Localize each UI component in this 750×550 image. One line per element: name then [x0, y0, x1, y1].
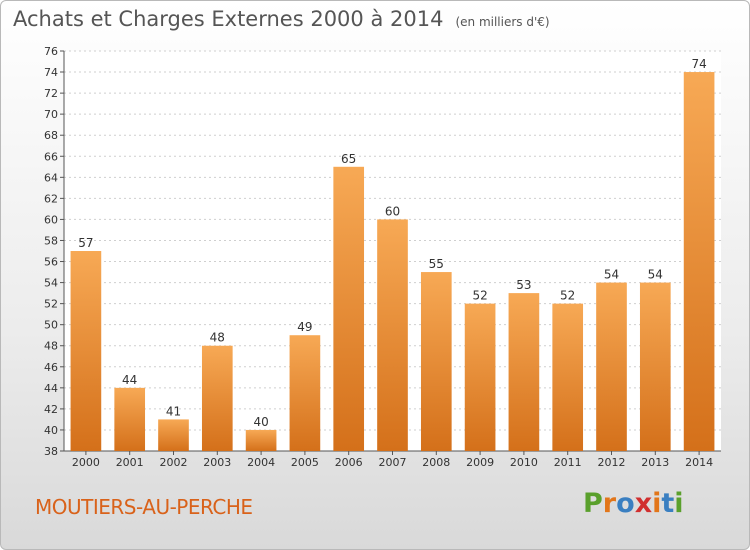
y-tick-label: 58 [44, 234, 58, 247]
x-tick-label: 2004 [247, 456, 275, 469]
bar [114, 387, 146, 451]
y-tick-label: 38 [44, 445, 58, 458]
bar [245, 429, 277, 451]
bar-value-label: 54 [604, 268, 619, 282]
logo-letter: i [674, 488, 684, 519]
x-tick-label: 2000 [72, 456, 100, 469]
y-tick-label: 62 [44, 192, 58, 205]
bar-value-label: 52 [472, 289, 487, 303]
bar [201, 345, 233, 451]
x-tick-label: 2003 [203, 456, 231, 469]
logo-letter: t [661, 488, 675, 519]
bar [464, 303, 496, 451]
bar [333, 166, 365, 451]
y-tick-label: 50 [44, 319, 58, 332]
y-tick-label: 72 [44, 87, 58, 100]
x-tick-label: 2010 [510, 456, 538, 469]
logo-letter: i [652, 488, 662, 519]
y-tick-label: 60 [44, 213, 58, 226]
y-tick-label: 56 [44, 256, 58, 269]
y-tick-label: 52 [44, 298, 58, 311]
bar-value-label: 41 [166, 404, 181, 418]
bar [683, 72, 715, 451]
bar-value-label: 57 [78, 236, 93, 250]
bar [158, 419, 189, 451]
x-tick-label: 2011 [554, 456, 582, 469]
chart-subtitle: (en milliers d'€) [455, 15, 550, 29]
logo-letter: P [583, 488, 603, 519]
logo-letter: r [602, 488, 617, 519]
y-tick-label: 70 [44, 108, 58, 121]
bar-value-label: 54 [648, 268, 663, 282]
bar [377, 219, 408, 451]
logo-letter: x [634, 488, 653, 519]
y-tick-label: 76 [44, 45, 58, 58]
bar [420, 272, 452, 451]
bar-value-label: 52 [560, 289, 575, 303]
proxiti-logo: Proxiti [583, 488, 684, 519]
bar [70, 251, 102, 451]
y-tick-label: 66 [44, 150, 58, 163]
x-tick-label: 2013 [641, 456, 669, 469]
town-name: MOUTIERS-AU-PERCHE [35, 495, 253, 519]
bar-value-label: 65 [341, 152, 356, 166]
y-tick-label: 68 [44, 129, 58, 142]
bar [596, 282, 627, 451]
chart-title-text: Achats et Charges Externes 2000 à 2014 [13, 7, 444, 31]
x-tick-label: 2008 [422, 456, 450, 469]
y-tick-label: 64 [44, 171, 58, 184]
y-tick-label: 44 [44, 382, 58, 395]
x-tick-label: 2009 [466, 456, 494, 469]
bar [508, 293, 540, 451]
y-tick-label: 40 [44, 424, 58, 437]
bar-value-label: 53 [516, 278, 531, 292]
bar-value-label: 60 [385, 204, 400, 218]
chart-title: Achats et Charges Externes 2000 à 2014 (e… [13, 7, 550, 31]
y-tick-label: 42 [44, 403, 58, 416]
y-tick-label: 46 [44, 361, 58, 374]
x-tick-label: 2012 [598, 456, 626, 469]
bar-value-label: 74 [691, 57, 706, 71]
bar [289, 335, 321, 451]
y-tick-label: 54 [44, 277, 58, 290]
bar-value-label: 49 [297, 320, 312, 334]
bar [639, 282, 671, 451]
x-tick-label: 2014 [685, 456, 713, 469]
logo-letter: o [616, 488, 635, 519]
x-tick-label: 2007 [379, 456, 407, 469]
bar-value-label: 48 [210, 331, 225, 345]
y-tick-label: 48 [44, 340, 58, 353]
x-tick-label: 2002 [160, 456, 188, 469]
bar-value-label: 44 [122, 373, 137, 387]
y-tick-label: 74 [44, 66, 58, 79]
bar-value-label: 40 [253, 415, 268, 429]
x-tick-label: 2006 [335, 456, 363, 469]
x-tick-label: 2001 [116, 456, 144, 469]
x-tick-label: 2005 [291, 456, 319, 469]
bar [552, 303, 584, 451]
bar-value-label: 55 [429, 257, 444, 271]
